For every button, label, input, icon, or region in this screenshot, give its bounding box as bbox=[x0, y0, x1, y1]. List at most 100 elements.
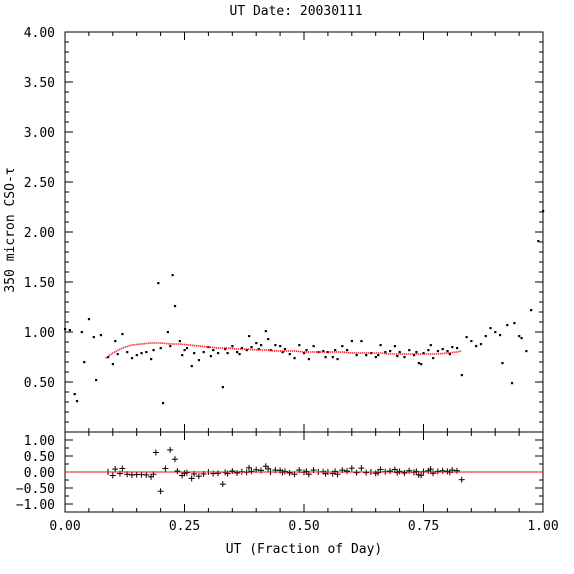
residual-point bbox=[396, 468, 403, 475]
data-point bbox=[130, 357, 134, 360]
residual-point bbox=[152, 449, 159, 456]
data-point bbox=[441, 348, 444, 351]
residual-point bbox=[401, 469, 408, 476]
data-point bbox=[506, 324, 509, 327]
residual-y-tick-label: 0.00 bbox=[24, 466, 55, 481]
data-point bbox=[75, 400, 79, 403]
residual-point bbox=[246, 464, 253, 471]
residual-point bbox=[427, 466, 434, 473]
data-point bbox=[64, 328, 67, 331]
data-point bbox=[157, 282, 160, 285]
y-tick-label: 4.00 bbox=[24, 26, 55, 41]
main-plot-frame bbox=[64, 31, 544, 433]
data-point bbox=[212, 349, 215, 352]
data-point bbox=[465, 336, 468, 339]
y-tick-label: 1.00 bbox=[24, 326, 55, 341]
data-point bbox=[346, 349, 349, 352]
data-point bbox=[341, 345, 344, 348]
data-point bbox=[161, 402, 165, 405]
residual-point bbox=[171, 456, 178, 463]
residual-point bbox=[119, 465, 126, 472]
data-point bbox=[298, 344, 301, 347]
data-point bbox=[259, 344, 263, 347]
data-point bbox=[510, 382, 514, 385]
data-point bbox=[336, 358, 339, 361]
residual-point bbox=[430, 470, 437, 477]
residual-point bbox=[413, 468, 420, 475]
data-point bbox=[111, 363, 114, 366]
data-point bbox=[542, 210, 545, 213]
data-point bbox=[374, 356, 377, 359]
y-axis-label: 350 micron CSO-τ bbox=[3, 167, 18, 292]
data-point bbox=[68, 329, 71, 332]
data-point bbox=[446, 350, 449, 353]
residual-point bbox=[234, 469, 241, 476]
data-point bbox=[389, 350, 392, 353]
data-point bbox=[460, 374, 463, 377]
data-point bbox=[379, 344, 382, 347]
x-ticks: 0.00 0.25 0.50 0.75 1.00 bbox=[49, 32, 559, 534]
data-point bbox=[159, 347, 162, 350]
data-point bbox=[501, 362, 504, 365]
data-point bbox=[530, 309, 533, 312]
residual-point bbox=[434, 468, 441, 475]
data-point bbox=[365, 354, 368, 357]
residual-point bbox=[406, 467, 413, 474]
data-point bbox=[87, 318, 91, 321]
data-point bbox=[193, 352, 196, 355]
main-plot-marks bbox=[64, 210, 545, 405]
data-point bbox=[140, 352, 143, 355]
data-point bbox=[417, 362, 420, 365]
residual-point bbox=[286, 469, 293, 476]
data-point bbox=[73, 393, 76, 396]
data-point bbox=[432, 357, 435, 360]
data-point bbox=[190, 365, 193, 368]
residual-point bbox=[363, 469, 370, 476]
data-point bbox=[475, 345, 478, 348]
residual-y-tick-label: 1.00 bbox=[24, 434, 55, 449]
data-point bbox=[518, 335, 521, 338]
data-point bbox=[513, 322, 516, 325]
x-tick-label: 0.00 bbox=[49, 519, 80, 534]
residual-point bbox=[195, 473, 202, 480]
residual-y-ticks: −1.00−0.500.000.501.00 bbox=[16, 434, 543, 513]
residual-point bbox=[418, 472, 425, 479]
residual-point bbox=[109, 472, 116, 479]
data-point bbox=[255, 342, 258, 345]
residual-point bbox=[353, 469, 360, 476]
data-point bbox=[360, 340, 363, 343]
residual-point bbox=[265, 465, 272, 472]
data-point bbox=[209, 355, 212, 358]
data-point bbox=[150, 358, 153, 361]
residual-y-tick-label: 0.50 bbox=[24, 450, 55, 465]
data-point bbox=[305, 349, 308, 352]
data-point bbox=[178, 340, 181, 343]
data-point bbox=[202, 351, 205, 354]
fit-curve bbox=[105, 342, 462, 359]
data-point bbox=[350, 340, 353, 343]
data-point bbox=[307, 358, 310, 361]
data-point bbox=[498, 334, 502, 337]
data-point bbox=[83, 361, 86, 364]
data-point bbox=[429, 344, 432, 347]
data-point bbox=[231, 345, 234, 348]
data-point bbox=[448, 353, 451, 356]
y-tick-label: 3.50 bbox=[24, 76, 55, 91]
data-point bbox=[121, 333, 124, 336]
residual-point bbox=[248, 468, 255, 475]
residual-point bbox=[143, 471, 150, 478]
data-point bbox=[537, 240, 540, 243]
data-point bbox=[283, 348, 287, 351]
residual-point bbox=[375, 469, 382, 476]
residual-point bbox=[439, 467, 446, 474]
x-axis-label: UT (Fraction of Day) bbox=[226, 542, 383, 557]
y-tick-label: 2.50 bbox=[24, 176, 55, 191]
residual-point bbox=[174, 468, 181, 475]
data-point bbox=[520, 337, 523, 340]
data-point bbox=[427, 349, 430, 352]
data-point bbox=[173, 305, 177, 308]
data-point bbox=[257, 348, 260, 351]
data-point bbox=[185, 347, 189, 350]
data-point bbox=[274, 344, 277, 347]
